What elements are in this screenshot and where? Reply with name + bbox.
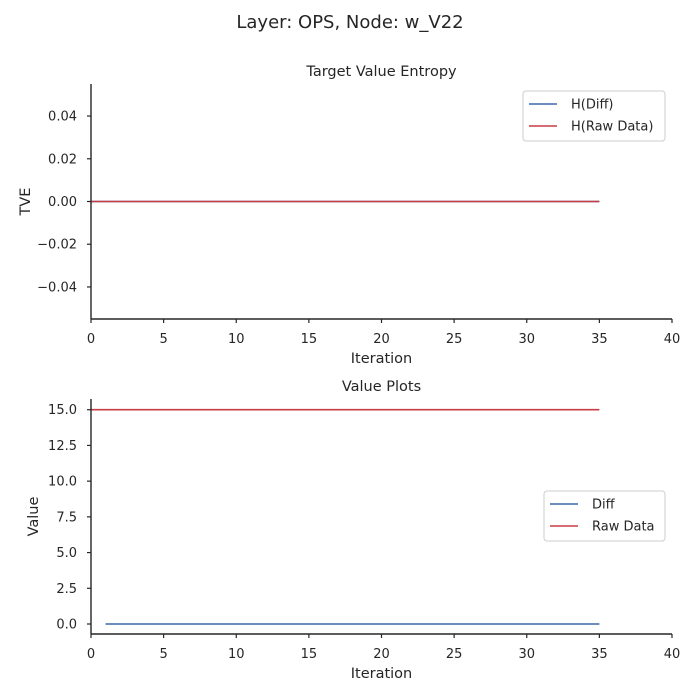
x-tick-label: 30 [518, 647, 535, 662]
y-tick-label: 7.5 [56, 510, 77, 525]
x-tick-label: 25 [446, 647, 463, 662]
chart-title: Target Value Entropy [305, 64, 457, 80]
y-tick-label: 0.00 [48, 195, 77, 210]
x-tick-label: 15 [301, 647, 318, 662]
y-tick-label: −0.02 [37, 238, 77, 253]
legend-entry: Raw Data [592, 520, 655, 535]
x-tick-label: 5 [159, 647, 167, 662]
y-tick-label: 12.5 [48, 439, 77, 454]
legend-box [522, 90, 666, 142]
y-tick-label: 0.04 [48, 110, 77, 125]
legend: H(Diff) H(Raw Data) [522, 90, 666, 142]
legend-entry: H(Raw Data) [571, 120, 653, 135]
y-tick-label: 10.0 [48, 475, 77, 490]
x-tick-label: 5 [159, 332, 167, 347]
y-tick-label: 15.0 [48, 403, 77, 418]
chart-2: Value Plots 0 5 10 15 20 25 30 35 40 0.0 2.5 5.0 7.5 1… [26, 379, 680, 682]
x-tick-label: 40 [664, 332, 681, 347]
y-tick-label: 2.5 [56, 582, 77, 597]
x-axis-label: Iteration [351, 351, 413, 367]
x-axis-label: Iteration [351, 666, 413, 682]
legend: Diff Raw Data [543, 490, 666, 542]
chart-1: Target Value Entropy 0 5 10 15 20 25 30 35 40 −0.0… [18, 64, 680, 367]
x-tick-label: 35 [591, 647, 608, 662]
y-tick-label: 0.02 [48, 152, 77, 167]
x-tick-label: 40 [664, 647, 681, 662]
x-tick-label: 15 [301, 332, 318, 347]
y-axis-label: TVE [18, 188, 34, 217]
x-tick-label: 0 [87, 647, 95, 662]
charts-container: Target Value Entropy 0 5 10 15 20 25 30 35 40 −0.0… [18, 64, 680, 682]
y-tick-label: 5.0 [56, 546, 77, 561]
x-tick-label: 10 [228, 332, 245, 347]
y-tick-label: −0.04 [37, 280, 77, 295]
x-tick-label: 35 [591, 332, 608, 347]
x-tick-label: 20 [373, 332, 390, 347]
x-tick-label: 20 [373, 647, 390, 662]
y-axis-label: Value [26, 497, 42, 537]
x-tick-label: 25 [446, 332, 463, 347]
x-tick-label: 30 [518, 332, 535, 347]
y-tick-label: 0.0 [56, 618, 77, 633]
legend-entry: H(Diff) [571, 98, 614, 113]
x-tick-label: 10 [228, 647, 245, 662]
x-tick-label: 0 [87, 332, 95, 347]
legend-entry: Diff [592, 498, 616, 513]
chart-title: Value Plots [342, 379, 421, 395]
figure-title: Layer: OPS, Node: w_V22 [236, 12, 463, 33]
